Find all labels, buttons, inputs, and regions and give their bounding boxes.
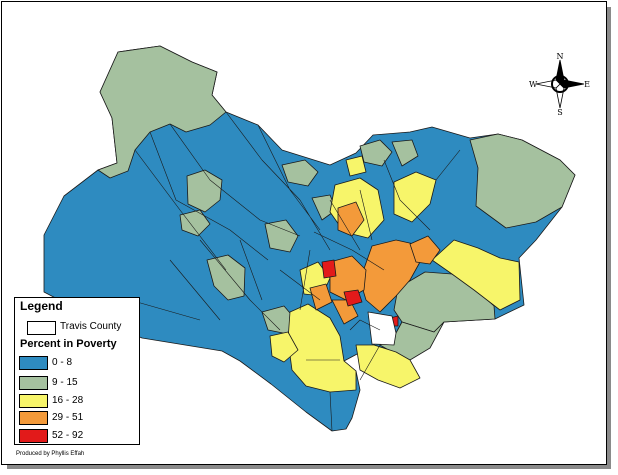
compass-needle-west (535, 79, 561, 89)
legend-class-row: 0 - 8 (19, 356, 137, 370)
tract-green-8 (359, 139, 393, 167)
tract-orange-se (409, 235, 441, 265)
legend-class-row: 29 - 51 (19, 411, 137, 425)
tract-boundaries (129, 111, 461, 432)
compass-w-label: W (529, 80, 538, 89)
tract-yellow-n (345, 155, 367, 177)
legend-subtitle: Percent in Poverty (20, 338, 117, 350)
tract-green-4 (264, 219, 299, 253)
tract-nw-green (97, 45, 227, 179)
tract-orange-s (331, 299, 359, 325)
legend-class-swatch (19, 394, 48, 408)
tract-orange-w (309, 283, 333, 311)
compass-n-label: N (557, 52, 564, 61)
tract-green-1 (186, 169, 223, 213)
legend-class-row: 9 - 15 (19, 376, 137, 390)
legend-class-swatch (19, 356, 48, 370)
tract-red-2 (343, 289, 363, 307)
frame-shadow-bottom (7, 465, 611, 469)
tract-no-data (367, 311, 397, 346)
tract-green-2 (179, 209, 211, 237)
legend-class-swatch (19, 429, 48, 443)
north-arrow-compass: N S E W (529, 52, 590, 116)
legend-class-swatch (19, 376, 48, 390)
tract-red-1 (321, 259, 337, 279)
legend-class-label: 16 - 28 (52, 395, 84, 406)
tract-orange-c (329, 255, 367, 301)
frame-shadow-right (607, 7, 611, 467)
legend-title: Legend (20, 299, 63, 313)
legend-class-label: 0 - 8 (52, 357, 73, 368)
tract-east-green (469, 133, 576, 229)
legend-class-row: 52 - 92 (19, 429, 137, 443)
compass-e-label: E (584, 80, 590, 89)
tract-green-6 (281, 159, 319, 187)
legend-county-swatch (27, 321, 56, 335)
compass-needle-north (555, 59, 565, 85)
tract-green-9 (391, 139, 419, 167)
legend-class-swatch (19, 411, 48, 425)
tract-orange-n (337, 201, 365, 237)
legend-class-row: 16 - 28 (19, 394, 137, 408)
map-credit: Produced by Phyllis Effah (16, 451, 85, 457)
tract-yellow-s (355, 344, 421, 389)
compass-ring (551, 75, 569, 93)
tract-green-3 (206, 254, 246, 301)
legend-county-label: Travis County (60, 321, 122, 332)
compass-needle-south (555, 83, 565, 109)
legend-class-label: 9 - 15 (52, 377, 78, 388)
compass-s-label: S (557, 108, 562, 116)
legend-class-label: 52 - 92 (52, 430, 84, 441)
tract-yellow-ne (393, 171, 437, 223)
tract-yellow-c4 (269, 331, 299, 363)
tract-yellow-c2 (287, 303, 357, 393)
map-legend: Legend Travis County Percent in Poverty … (14, 297, 140, 445)
legend-class-label: 29 - 51 (52, 412, 84, 423)
tract-yellow-e (431, 239, 521, 311)
compass-needle-east (559, 79, 585, 89)
